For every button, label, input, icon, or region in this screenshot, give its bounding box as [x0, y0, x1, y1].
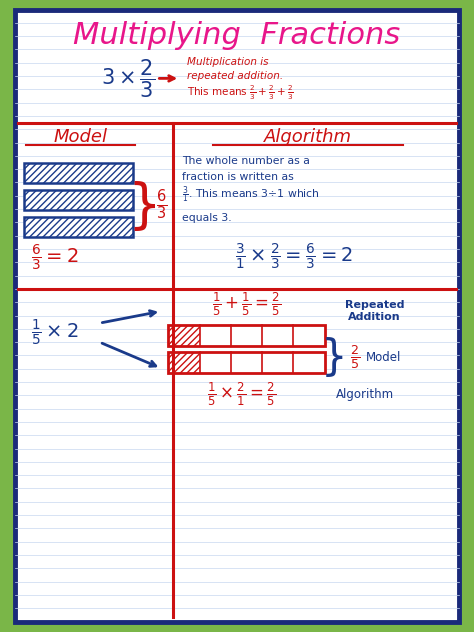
Text: Model: Model	[54, 128, 108, 146]
Bar	[293, 351, 325, 372]
Text: This means $\frac{2}{3}+\frac{2}{3}+\frac{2}{3}$: This means $\frac{2}{3}+\frac{2}{3}+\fra…	[187, 83, 294, 102]
Bar	[168, 351, 325, 372]
Text: $\frac{3}{1}$. This means 3÷1 which: $\frac{3}{1}$. This means 3÷1 which	[182, 185, 320, 207]
Text: Addition: Addition	[348, 312, 401, 322]
Text: Model: Model	[366, 351, 401, 364]
Text: repeated addition.: repeated addition.	[187, 71, 283, 81]
Bar	[293, 325, 325, 346]
Text: The whole number as a: The whole number as a	[182, 155, 310, 166]
Bar	[24, 190, 133, 210]
Bar	[231, 325, 262, 346]
Bar	[200, 351, 231, 372]
Text: fraction is written as: fraction is written as	[182, 172, 294, 182]
Text: Multiplying  Fractions: Multiplying Fractions	[73, 21, 401, 50]
Text: }: }	[321, 337, 347, 379]
Text: $\frac{6}{3} = 2$: $\frac{6}{3} = 2$	[31, 243, 78, 272]
Text: $\frac{6}{3}$: $\frac{6}{3}$	[156, 187, 168, 222]
Text: Algorithm: Algorithm	[336, 388, 394, 401]
Bar	[24, 163, 133, 183]
Text: }: }	[128, 181, 161, 233]
Bar	[168, 325, 200, 346]
Text: $\frac{3}{1} \times \frac{2}{3} = \frac{6}{3} = 2$: $\frac{3}{1} \times \frac{2}{3} = \frac{…	[235, 241, 353, 272]
Text: equals 3.: equals 3.	[182, 212, 232, 222]
Text: Repeated: Repeated	[345, 300, 404, 310]
Bar	[231, 351, 262, 372]
Text: Algorithm: Algorithm	[264, 128, 352, 146]
Text: $3 \times \dfrac{2}{3}$: $3 \times \dfrac{2}{3}$	[101, 57, 155, 100]
Text: $\frac{2}{5}$: $\frac{2}{5}$	[349, 343, 360, 371]
Bar	[200, 325, 231, 346]
Text: $\frac{1}{5} \times \frac{2}{1} = \frac{2}{5}$: $\frac{1}{5} \times \frac{2}{1} = \frac{…	[207, 380, 276, 408]
Text: Multiplication is: Multiplication is	[187, 57, 269, 67]
Text: $\frac{1}{5} \times 2$: $\frac{1}{5} \times 2$	[31, 318, 78, 348]
Bar	[24, 217, 133, 237]
Bar	[168, 325, 325, 346]
Bar	[262, 351, 293, 372]
Text: $\frac{1}{5}+\frac{1}{5}=\frac{2}{5}$: $\frac{1}{5}+\frac{1}{5}=\frac{2}{5}$	[212, 291, 281, 318]
Bar	[262, 325, 293, 346]
Bar	[168, 351, 200, 372]
